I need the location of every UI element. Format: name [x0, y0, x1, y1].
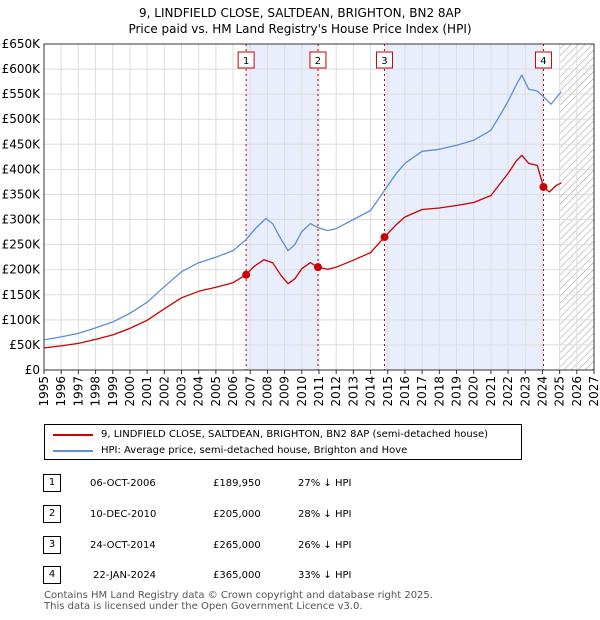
transaction-number: 4	[43, 566, 61, 584]
price-chart: 1 2 3 4 £0 £50K £100K £150K £200K £250K £300K £350K…	[2, 37, 600, 407]
y-tick-label: £100K	[2, 313, 42, 327]
y-tick-label: £200K	[2, 263, 42, 277]
transaction-row: 1 06-OCT-2006 £189,950 27% ↓ HPI	[0, 474, 600, 492]
y-tick-label: £50K	[9, 338, 41, 352]
transaction-price: £189,950	[213, 478, 261, 489]
x-tick-label: 1999	[106, 376, 120, 407]
transaction-row: 3 24-OCT-2014 £265,000 26% ↓ HPI	[0, 536, 600, 554]
x-tick-label: 2006	[226, 376, 240, 407]
sale-point	[380, 233, 389, 242]
y-tick-label: £500K	[2, 112, 42, 126]
transaction-number: 3	[43, 536, 61, 554]
x-tick-label: 2012	[329, 376, 343, 407]
x-tick-label: 2007	[243, 376, 257, 407]
x-tick-label: 2023	[518, 376, 532, 407]
y-tick-label: £650K	[2, 37, 42, 51]
x-tick-label: 2010	[295, 376, 309, 407]
sale-number-box	[309, 51, 327, 69]
transaction-date: 24-OCT-2014	[90, 540, 156, 551]
transaction-date: 22-JAN-2024	[93, 570, 157, 581]
sale-number-box	[237, 51, 255, 69]
x-tick-label: 2024	[535, 376, 549, 407]
footer-licence: This data is licensed under the Open Gov…	[44, 601, 363, 612]
y-tick-label: £350K	[2, 187, 42, 201]
x-tick-label: 2019	[450, 376, 464, 407]
transaction-hpi-diff: 26% ↓ HPI	[298, 540, 352, 551]
x-tick-label: 2004	[192, 376, 206, 407]
legend-swatch-property	[53, 434, 93, 436]
transaction-number: 1	[43, 474, 61, 492]
x-tick-label: 2016	[398, 376, 412, 407]
sale-point	[242, 270, 251, 279]
x-tick-label: 2000	[123, 376, 137, 407]
transaction-date: 06-OCT-2006	[90, 478, 156, 489]
sale-interval-shade	[246, 44, 318, 370]
sale-number-label: 3	[381, 56, 387, 67]
y-tick-label: £450K	[2, 137, 42, 151]
chart-subtitle: Price paid vs. HM Land Registry's House …	[128, 22, 472, 36]
x-tick-label: 2005	[209, 376, 223, 407]
transaction-hpi-diff: 28% ↓ HPI	[298, 509, 352, 520]
legend-label-property: 9, LINDFIELD CLOSE, SALTDEAN, BRIGHTON, …	[101, 429, 489, 440]
x-tick-label: 1998	[89, 376, 103, 407]
x-tick-label: 2008	[260, 376, 274, 407]
sale-number-box	[375, 51, 393, 69]
x-tick-label: 1997	[71, 376, 85, 407]
transaction-number: 2	[43, 505, 61, 523]
sale-interval-shade	[384, 44, 544, 370]
y-tick-label: £400K	[2, 162, 42, 176]
x-tick-label: 2001	[140, 376, 154, 407]
y-tick-label: £250K	[2, 238, 42, 252]
x-tick-label: 2011	[312, 376, 326, 407]
legend-label-hpi: HPI: Average price, semi-detached house,…	[101, 445, 408, 456]
x-tick-label: 2026	[570, 376, 584, 407]
y-tick-label: £150K	[2, 288, 42, 302]
x-tick-label: 2022	[501, 376, 515, 407]
sale-point	[313, 263, 322, 272]
x-tick-label: 2025	[553, 376, 567, 407]
transaction-price: £365,000	[213, 570, 261, 581]
x-tick-label: 2018	[432, 376, 446, 407]
transaction-price: £265,000	[213, 540, 261, 551]
legend-swatch-hpi	[53, 450, 93, 452]
x-tick-label: 2013	[346, 376, 360, 407]
chart-legend: 9, LINDFIELD CLOSE, SALTDEAN, BRIGHTON, …	[44, 424, 522, 460]
x-tick-label: 2014	[364, 376, 378, 407]
transaction-date: 10-DEC-2010	[90, 509, 157, 520]
footer-copyright: Contains HM Land Registry data © Crown c…	[44, 590, 433, 601]
transaction-hpi-diff: 27% ↓ HPI	[298, 478, 352, 489]
x-tick-label: 2027	[587, 376, 600, 407]
x-tick-label: 2002	[157, 376, 171, 407]
footer-attribution: Contains HM Land Registry data © Crown c…	[44, 590, 433, 612]
x-tick-label: 2020	[467, 376, 481, 407]
y-tick-label: £550K	[2, 87, 42, 101]
transaction-row: 4 22-JAN-2024 £365,000 33% ↓ HPI	[0, 566, 600, 584]
sale-point	[539, 182, 548, 191]
x-tick-label: 2009	[278, 376, 292, 407]
sale-number-box	[534, 51, 552, 69]
transaction-hpi-diff: 33% ↓ HPI	[298, 570, 352, 581]
y-tick-label: £300K	[2, 213, 42, 227]
sale-number-label: 2	[315, 56, 321, 67]
x-tick-label: 2003	[175, 376, 189, 407]
sale-number-label: 4	[540, 56, 546, 67]
hpi-line	[44, 74, 562, 341]
x-tick-label: 1996	[54, 376, 68, 407]
y-tick-label: £0	[25, 363, 40, 377]
x-tick-label: 2021	[484, 376, 498, 407]
y-tick-label: £600K	[2, 62, 42, 76]
chart-title: 9, LINDFIELD CLOSE, SALTDEAN, BRIGHTON, …	[139, 6, 461, 20]
x-tick-label: 2015	[381, 376, 395, 407]
transaction-price: £205,000	[213, 509, 261, 520]
x-tick-label: 1995	[37, 376, 51, 407]
transaction-row: 2 10-DEC-2010 £205,000 28% ↓ HPI	[0, 505, 600, 523]
property-price-line	[44, 154, 562, 349]
sale-number-label: 1	[243, 56, 249, 67]
x-tick-label: 2017	[415, 376, 429, 407]
